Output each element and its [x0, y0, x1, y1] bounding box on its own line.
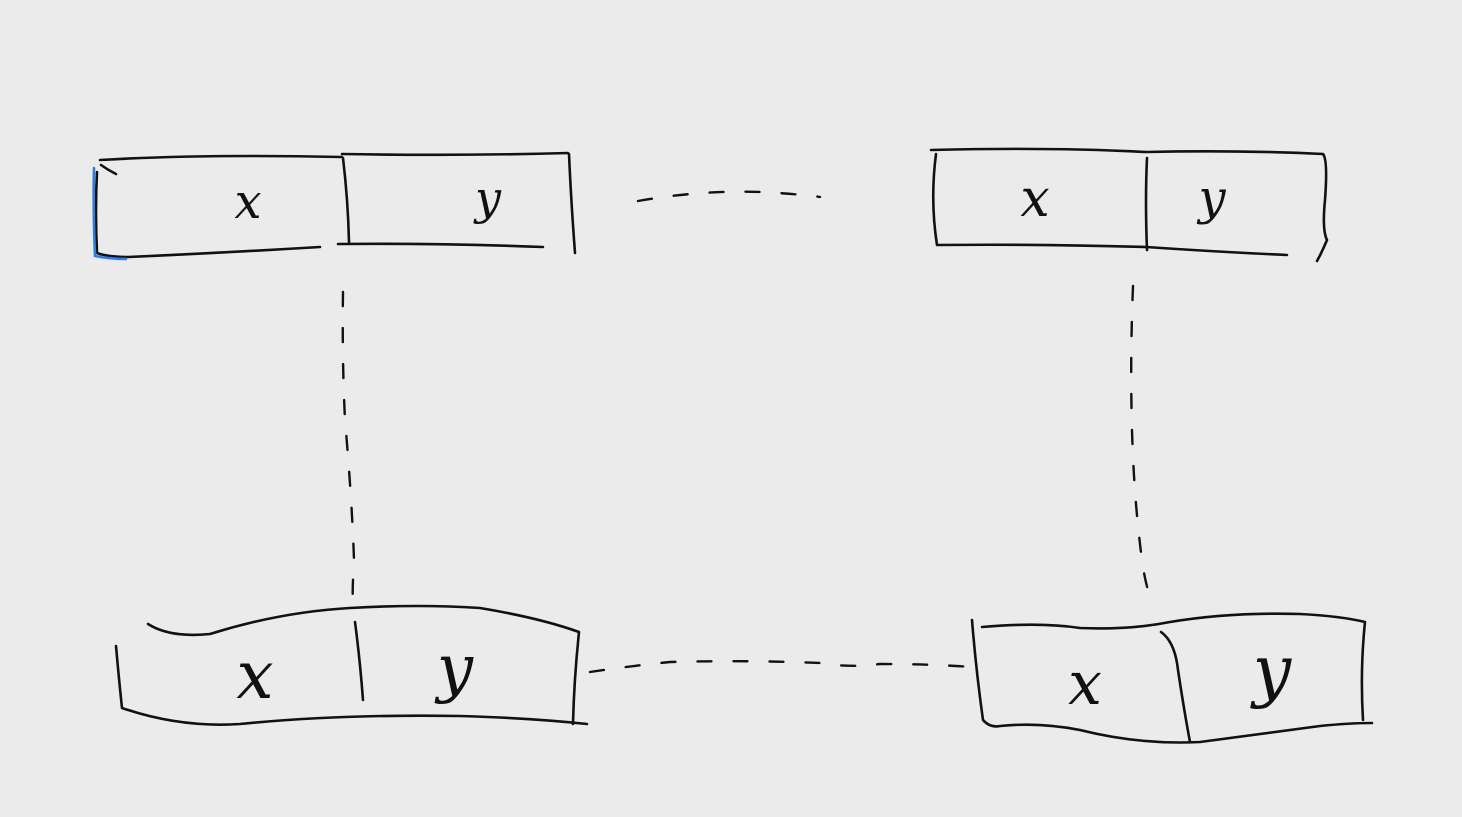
box-bottom-left-x-label: x	[236, 637, 273, 714]
box-bottom-left-outline	[114, 604, 589, 726]
box-top-right-x-label: x	[1020, 169, 1049, 229]
box-bottom-left-y-label: y	[434, 632, 474, 706]
box-top-right-y-label: y	[1196, 170, 1226, 226]
connector-bottom-horizontal	[588, 660, 974, 674]
box-top-left-outline	[94, 151, 577, 259]
box-top-right-outline	[929, 147, 1329, 263]
box-bottom-left-divider	[353, 620, 365, 702]
box-bottom-right-outline	[970, 612, 1374, 744]
connector-top-horizontal	[636, 190, 822, 203]
box-top-left-highlight	[92, 166, 128, 261]
box-top-left-divider	[341, 156, 351, 244]
box-bottom-right: x y	[970, 612, 1374, 744]
connector-left-vertical	[341, 290, 356, 614]
box-top-right-divider	[1144, 156, 1149, 252]
box-top-left: x y	[92, 151, 577, 261]
box-bottom-right-x-label: x	[1068, 649, 1102, 719]
box-top-left-x-label: x	[234, 174, 261, 230]
box-top-left-y-label: y	[473, 171, 502, 225]
box-bottom-left: x y	[114, 604, 589, 726]
box-bottom-right-divider	[1159, 630, 1192, 744]
connector-right-vertical	[1130, 284, 1156, 608]
box-bottom-right-y-label: y	[1250, 632, 1293, 711]
box-top-right: x y	[929, 147, 1329, 263]
